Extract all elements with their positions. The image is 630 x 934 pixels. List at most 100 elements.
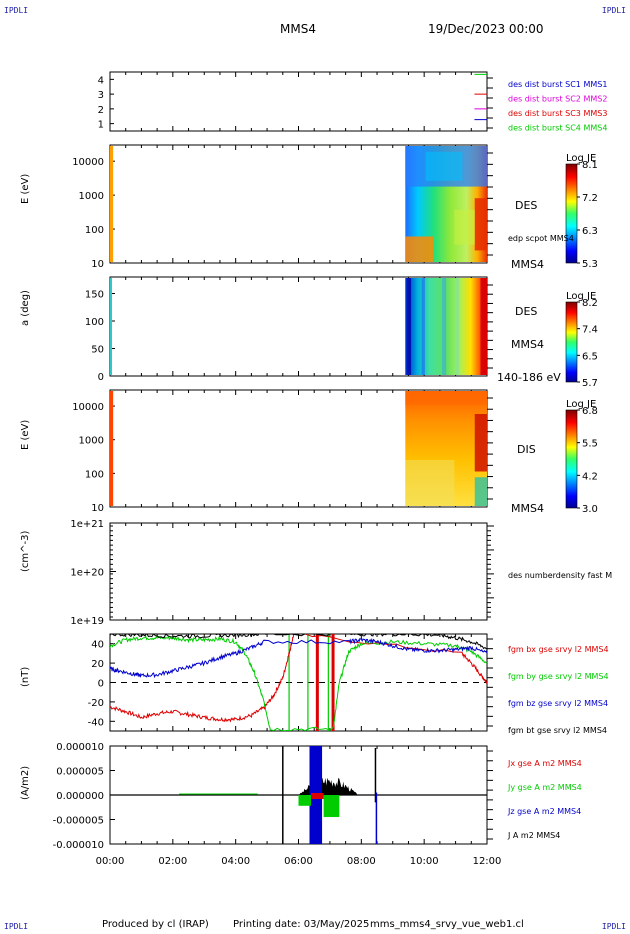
heatmap-band: [425, 151, 463, 181]
heatmap-strip-start: [110, 146, 114, 262]
y-tick-label: 0.000010: [56, 742, 104, 753]
footer-printing-date: Printing date: 03/May/2025: [233, 919, 370, 930]
y-tick-label: -0.000005: [53, 816, 104, 827]
legend-current-1: Jx gse A m2 MMS4: [507, 759, 582, 768]
y-tick-label: 0: [98, 372, 104, 383]
footer-produced-by: Produced by cl (IRAP): [102, 919, 209, 930]
heatmap-band: [474, 414, 487, 472]
ylabel-current: (A/m2): [20, 766, 31, 800]
heatmap-band: [480, 278, 487, 375]
colorbar-tick-label: 6.3: [582, 226, 598, 237]
y-tick-label: -40: [88, 717, 104, 728]
x-tick-label: 00:00: [96, 856, 125, 867]
y-tick-label: 100: [85, 317, 104, 328]
colorbar-des_energy: [565, 163, 578, 264]
corner-label-top-left: IPDLI: [4, 6, 29, 15]
fgm-series-bx: [110, 634, 487, 723]
x-tick-label: 08:00: [347, 856, 376, 867]
colorbar-des_pitch: [565, 301, 578, 383]
ylabel-fgm: (nT): [20, 667, 31, 687]
ylabel-dis-energy: E (eV): [20, 420, 31, 450]
panel-frame-burst: [109, 71, 488, 132]
colorbar-tick-label: 6.5: [582, 351, 598, 362]
current-burst: [298, 795, 312, 806]
colorbar-tick-label: 5.7: [582, 378, 598, 389]
legend-fgm-1: fgm bx gse srvy l2 MMS4: [508, 645, 609, 654]
label-dis: DIS: [517, 443, 536, 456]
legend-current-3: Jz gse A m2 MMS4: [507, 807, 581, 816]
y-tick-label: 1000: [79, 191, 104, 202]
y-tick-label: 2: [98, 105, 104, 116]
y-tick-label: 3: [98, 90, 104, 101]
colorbar-dis_energy: [565, 409, 578, 509]
legend-burst-1: des dist burst SC1 MMS1: [508, 80, 607, 89]
legend-current-2: Jy gse A m2 MMS4: [507, 783, 582, 792]
y-tick-label: 0: [98, 679, 104, 690]
y-tick-label: 0.000000: [56, 791, 104, 802]
fgm-series-bt: [110, 634, 487, 650]
legend-current-4: J A m2 MMS4: [507, 831, 560, 840]
legend-burst-4: des dist burst SC4 MMS4: [508, 124, 607, 133]
heatmap-band: [405, 460, 455, 506]
colorbar-tick-label: 6.8: [582, 406, 598, 417]
heatmap-strip-start: [110, 391, 114, 506]
x-tick-label: 10:00: [410, 856, 439, 867]
label-edp-scpot: edp scpot MMS4: [508, 234, 574, 243]
heatmap-band: [405, 236, 434, 262]
colorbar-title: Log JE: [566, 291, 596, 302]
heatmap-band: [406, 278, 412, 375]
heatmap-band: [455, 278, 460, 375]
ylabel-des-pitch: a (deg): [20, 290, 31, 326]
legend-burst-2: des dist burst SC2 MMS2: [508, 95, 607, 104]
heatmap-band: [454, 209, 475, 245]
y-tick-label: 40: [91, 640, 104, 651]
label-mms4-des-pitch: MMS4: [511, 338, 544, 351]
ylabel-des-energy: E (eV): [20, 174, 31, 204]
legend-fgm-4: fgm bt gse srvy l2 MMS4: [508, 726, 607, 735]
y-tick-label: 100: [85, 469, 104, 480]
heatmap-band: [474, 198, 487, 251]
colorbar-tick-label: 5.5: [582, 439, 598, 450]
colorbar-tick-label: 4.2: [582, 471, 598, 482]
y-tick-label: 1000: [79, 436, 104, 447]
legend-density: des numberdensity fast M: [508, 571, 612, 580]
colorbar-tick-label: 8.1: [582, 160, 598, 171]
x-tick-label: 02:00: [158, 856, 187, 867]
y-tick-label: 20: [91, 659, 104, 670]
y-tick-label: 150: [85, 290, 104, 301]
colorbar-tick-label: 8.2: [582, 298, 598, 309]
x-tick-label: 04:00: [221, 856, 250, 867]
heatmap-band: [474, 477, 487, 506]
y-tick-label: 100: [85, 225, 104, 236]
footer-filename: mms_mms4_srvy_vue_web1.cl: [370, 919, 524, 930]
y-tick-label: 1e+21: [70, 519, 104, 530]
colorbar-tick-label: 7.2: [582, 193, 598, 204]
y-tick-label: 1e+20: [70, 568, 104, 579]
legend-burst-3: des dist burst SC3 MMS3: [508, 109, 607, 118]
colorbar-tick-label: 3.0: [582, 504, 598, 515]
y-tick-label: 10: [91, 503, 104, 514]
heatmap-band: [405, 391, 487, 405]
x-tick-label: 06:00: [284, 856, 313, 867]
colorbar-title: Log JE: [566, 153, 596, 164]
legend-fgm-3: fgm bz gse srvy l2 MMS4: [508, 699, 608, 708]
current-burst: [298, 777, 359, 795]
y-tick-label: 0.000005: [56, 767, 104, 778]
corner-label-bottom-right: IPDLI: [601, 922, 626, 931]
x-tick-label: 12:00: [473, 856, 502, 867]
label-des-pitch: DES: [515, 305, 537, 318]
current-burst: [323, 795, 340, 818]
corner-label-top-right: IPDLI: [601, 6, 626, 15]
fgm-series-bz: [110, 637, 487, 679]
y-tick-label: -0.000010: [53, 840, 104, 851]
y-tick-label: 50: [91, 345, 104, 356]
fgm-series-by: [110, 634, 487, 731]
y-tick-label: 10000: [72, 402, 104, 413]
colorbar-tick-label: 7.4: [582, 325, 598, 336]
label-mms4-des-energy: MMS4: [511, 258, 544, 271]
panel-frame-density: [109, 522, 488, 621]
y-tick-label: 1e+19: [70, 616, 104, 627]
y-tick-label: -20: [88, 698, 104, 709]
y-tick-label: 4: [98, 75, 104, 86]
